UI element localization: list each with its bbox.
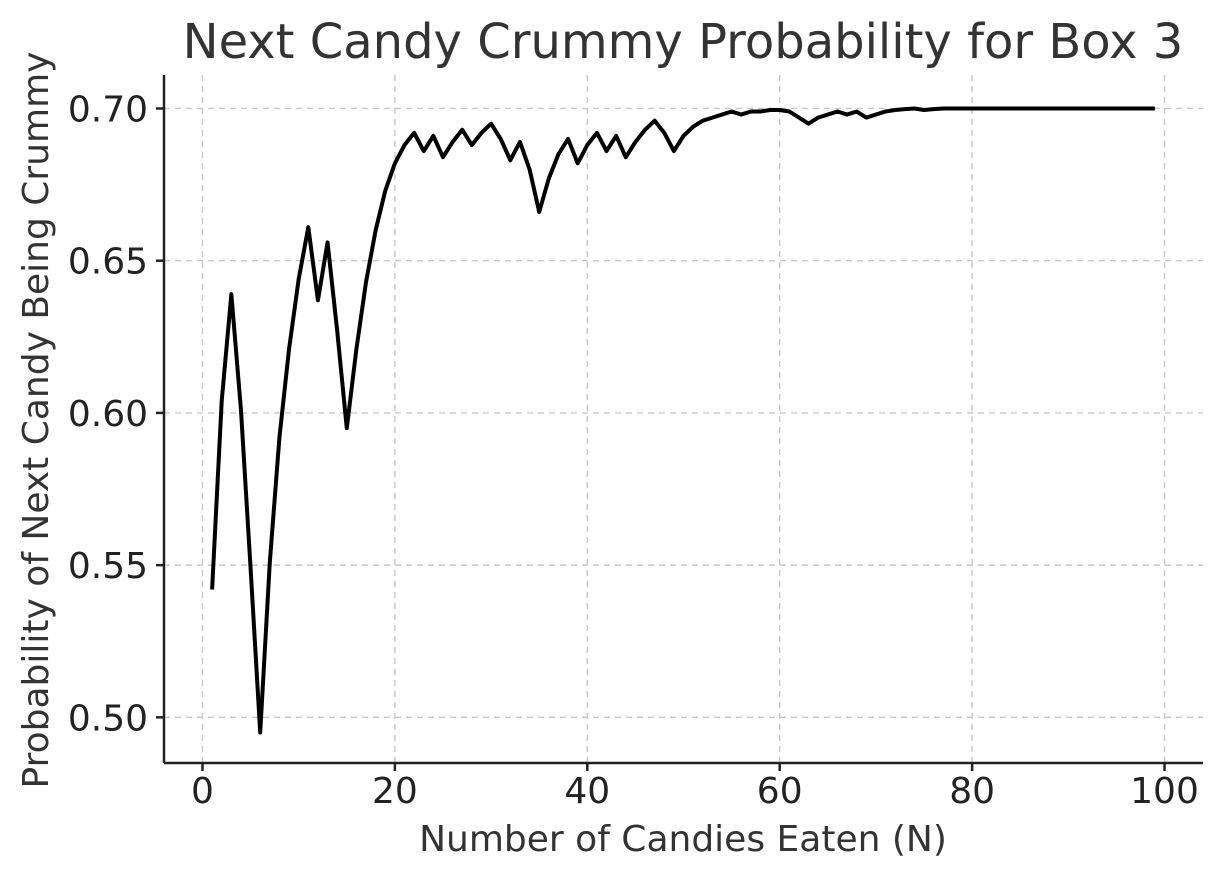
y-tick-label: 0.60: [68, 394, 148, 435]
x-ticks: 0 20 40 60 80 100: [191, 763, 1199, 812]
x-tick-label: 100: [1130, 771, 1199, 812]
x-tick-label: 40: [564, 771, 610, 812]
x-tick-label: 80: [949, 771, 995, 812]
axes: [162, 75, 1203, 765]
series-line: [210, 106, 1155, 735]
y-tick-label: 0.50: [68, 698, 148, 739]
y-tick-label: 0.70: [68, 89, 148, 130]
y-axis-label: Probability of Next Candy Being Crummy: [16, 52, 57, 789]
x-tick-label: 20: [372, 771, 418, 812]
y-tick-label: 0.55: [68, 546, 148, 587]
x-axis-label: Number of Candies Eaten (N): [419, 819, 947, 860]
y-ticks: 0.50 0.55 0.60 0.65 0.70: [68, 89, 164, 739]
grid: [164, 75, 1203, 763]
x-tick-label: 0: [191, 771, 214, 812]
chart-title: Next Candy Crummy Probability for Box 3: [183, 14, 1184, 70]
series-layer: [210, 106, 1155, 735]
x-tick-label: 60: [757, 771, 803, 812]
y-tick-label: 0.65: [68, 242, 148, 283]
